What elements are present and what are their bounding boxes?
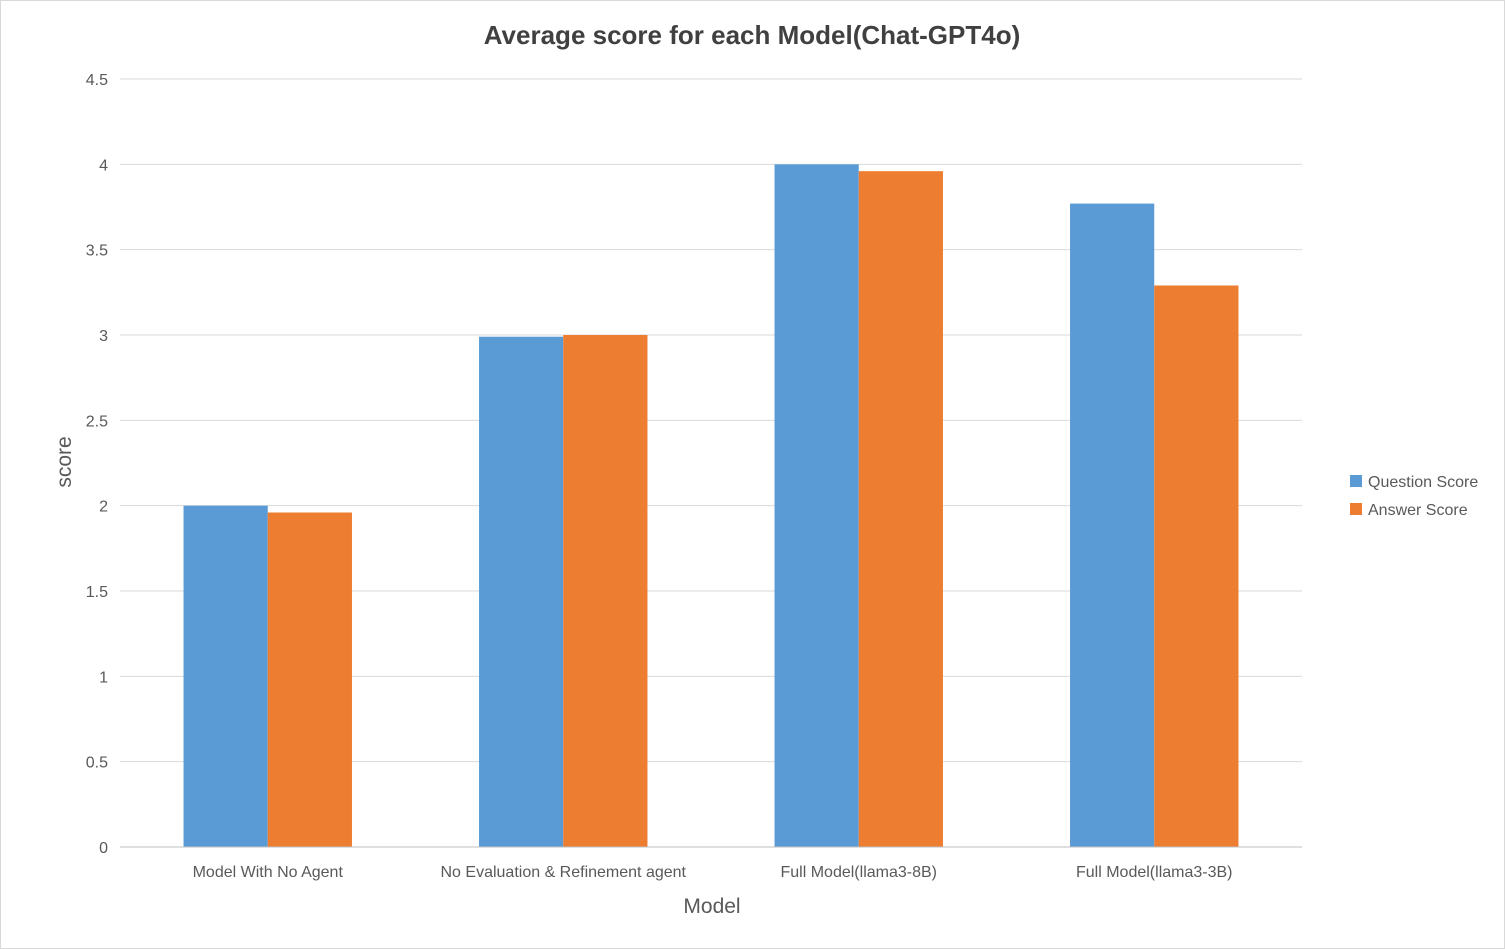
y-tick-label: 0.5 <box>86 755 108 772</box>
y-tick-label: 0 <box>99 840 108 857</box>
x-axis-title: Model <box>683 895 740 918</box>
y-tick-label: 1 <box>99 669 108 686</box>
bar-question-score <box>1070 203 1155 847</box>
x-tick-label: Full Model(llama3-3B) <box>1076 864 1233 881</box>
legend-swatch <box>1350 475 1362 487</box>
bar-question-score <box>479 336 564 847</box>
y-axis-title: score <box>53 436 76 487</box>
y-tick-label: 4 <box>99 157 108 174</box>
y-tick-label: 4.5 <box>86 72 108 89</box>
y-tick-label: 2.5 <box>86 413 108 430</box>
y-tick-label: 1.5 <box>86 584 108 601</box>
bar-answer-score <box>267 512 352 847</box>
legend-label: Answer Score <box>1368 502 1468 519</box>
chart-title: Average score for each Model(Chat-GPT4o) <box>484 20 1021 50</box>
legend-label: Question Score <box>1368 474 1478 491</box>
x-tick-label: No Evaluation & Refinement agent <box>441 864 687 881</box>
legend-swatch <box>1350 503 1362 515</box>
x-axis-ticks: Model With No Agent No Evaluation & Refin… <box>193 864 1233 881</box>
y-tick-label: 3 <box>99 328 108 345</box>
y-tick-label: 2 <box>99 499 108 516</box>
bar-question-score <box>183 505 268 847</box>
y-tick-label: 3.5 <box>86 243 108 260</box>
bars <box>183 164 1239 848</box>
bar-question-score <box>774 164 859 848</box>
bar-answer-score <box>858 171 943 847</box>
bar-answer-score <box>1154 285 1239 847</box>
x-tick-label: Model With No Agent <box>193 864 344 881</box>
bar-answer-score <box>563 335 648 847</box>
x-tick-label: Full Model(llama3-8B) <box>781 864 938 881</box>
y-axis-ticks: 0 0.5 1 1.5 2 2.5 3 3.5 4 4.5 <box>86 72 108 857</box>
legend: Question Score Answer Score <box>1350 474 1478 519</box>
